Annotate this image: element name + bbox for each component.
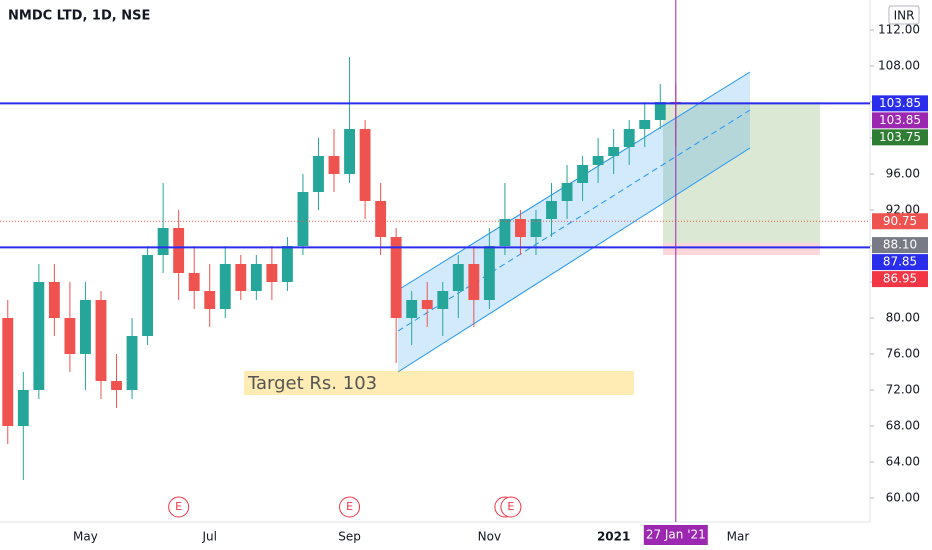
- y-tick-label: 96.00: [886, 167, 920, 181]
- y-tick-label: 108.00: [878, 59, 920, 73]
- candle-body: [204, 291, 216, 309]
- price-label-box: [872, 254, 928, 271]
- candle-body: [577, 165, 589, 183]
- candle-body: [359, 129, 371, 201]
- y-tick-label: 80.00: [886, 311, 920, 325]
- price-label-box: [872, 237, 928, 254]
- candle-body: [623, 129, 635, 147]
- candle-body: [157, 228, 169, 255]
- candle-body: [546, 201, 557, 219]
- earnings-marker[interactable]: [168, 496, 190, 518]
- price-label-box: [872, 112, 928, 129]
- price-label: 90.75: [883, 214, 917, 228]
- candle-body: [437, 291, 449, 309]
- candle-body: [390, 237, 402, 318]
- candle-body: [126, 336, 138, 390]
- candle-body: [483, 246, 495, 300]
- price-label-box: [872, 213, 928, 230]
- channel-upper: [397, 71, 751, 291]
- channel-lower: [397, 147, 751, 373]
- price-label: 103.85: [879, 96, 921, 110]
- annotation-box: [244, 371, 634, 395]
- candle-body: [297, 192, 309, 246]
- price-label: 86.95: [883, 272, 917, 286]
- price-label: 103.75: [879, 130, 921, 144]
- y-tick-label: 76.00: [886, 347, 920, 361]
- candle-body: [499, 219, 511, 246]
- candle-body: [250, 264, 262, 291]
- price-label: 103.85: [879, 113, 921, 127]
- crosshair-label-box: [643, 525, 708, 545]
- earnings-marker[interactable]: [500, 496, 522, 518]
- long-stop-zone: [663, 243, 820, 255]
- candle-body: [17, 390, 29, 426]
- price-label-box: [872, 95, 928, 112]
- candle-body: [80, 300, 91, 354]
- candle-body: [406, 300, 418, 318]
- y-tick-label: 112.00: [878, 23, 920, 37]
- price-label-box: [872, 271, 928, 288]
- candle-body: [95, 300, 107, 381]
- x-tick-label: May: [73, 530, 98, 544]
- candle-body: [2, 318, 14, 426]
- candle-body: [48, 282, 60, 318]
- candle-body: [530, 219, 542, 237]
- candle-body: [344, 129, 355, 174]
- candle-body: [142, 255, 154, 336]
- candle-body: [592, 156, 604, 165]
- candle-body: [328, 156, 340, 174]
- annotation: Target Rs. 103: [247, 373, 377, 394]
- earnings-label: E: [507, 500, 514, 513]
- candle-body: [313, 156, 324, 192]
- price-label: 88.10: [883, 238, 917, 252]
- candle-body: [281, 246, 293, 282]
- y-tick-label: 60.00: [886, 491, 920, 505]
- candle-body: [639, 120, 651, 129]
- candle-body: [515, 219, 526, 237]
- x-tick-label: Mar: [727, 530, 750, 544]
- candle-body: [219, 264, 231, 309]
- candle-body: [375, 201, 387, 237]
- x-tick-label: Nov: [478, 530, 501, 544]
- earnings-label: E: [175, 500, 182, 513]
- chart-title: NMDC LTD, 1D, NSE: [8, 9, 150, 24]
- candle-body: [421, 300, 433, 309]
- x-tick-label: Sep: [338, 530, 361, 544]
- currency-box[interactable]: [888, 5, 920, 25]
- crosshair-label: 27 Jan '21: [646, 528, 706, 542]
- price-label: 87.85: [883, 255, 917, 269]
- y-tick-label: 92.00: [886, 203, 920, 217]
- price-label-box: [872, 129, 928, 146]
- candle-body: [235, 264, 247, 291]
- candle-body: [654, 102, 666, 120]
- candle-body: [266, 264, 278, 282]
- candle-body: [173, 228, 185, 273]
- y-tick-label: 68.00: [886, 419, 920, 433]
- candle-body: [468, 264, 480, 300]
- x-tick-label: Jul: [201, 530, 216, 544]
- y-tick-label: 64.00: [886, 455, 920, 469]
- earnings-marker[interactable]: [339, 496, 361, 518]
- earnings-label: E: [346, 500, 353, 513]
- candle-body: [33, 282, 45, 390]
- candle-body: [608, 147, 620, 156]
- candle-body: [452, 264, 464, 291]
- y-tick-label: 72.00: [886, 383, 920, 397]
- long-profit-zone: [663, 102, 820, 243]
- currency: INR: [894, 9, 915, 23]
- candle-body: [561, 183, 573, 201]
- candle-body: [188, 273, 200, 291]
- x-tick-label: 2021: [597, 530, 630, 544]
- candle-body: [64, 318, 76, 354]
- candle-body: [111, 381, 122, 390]
